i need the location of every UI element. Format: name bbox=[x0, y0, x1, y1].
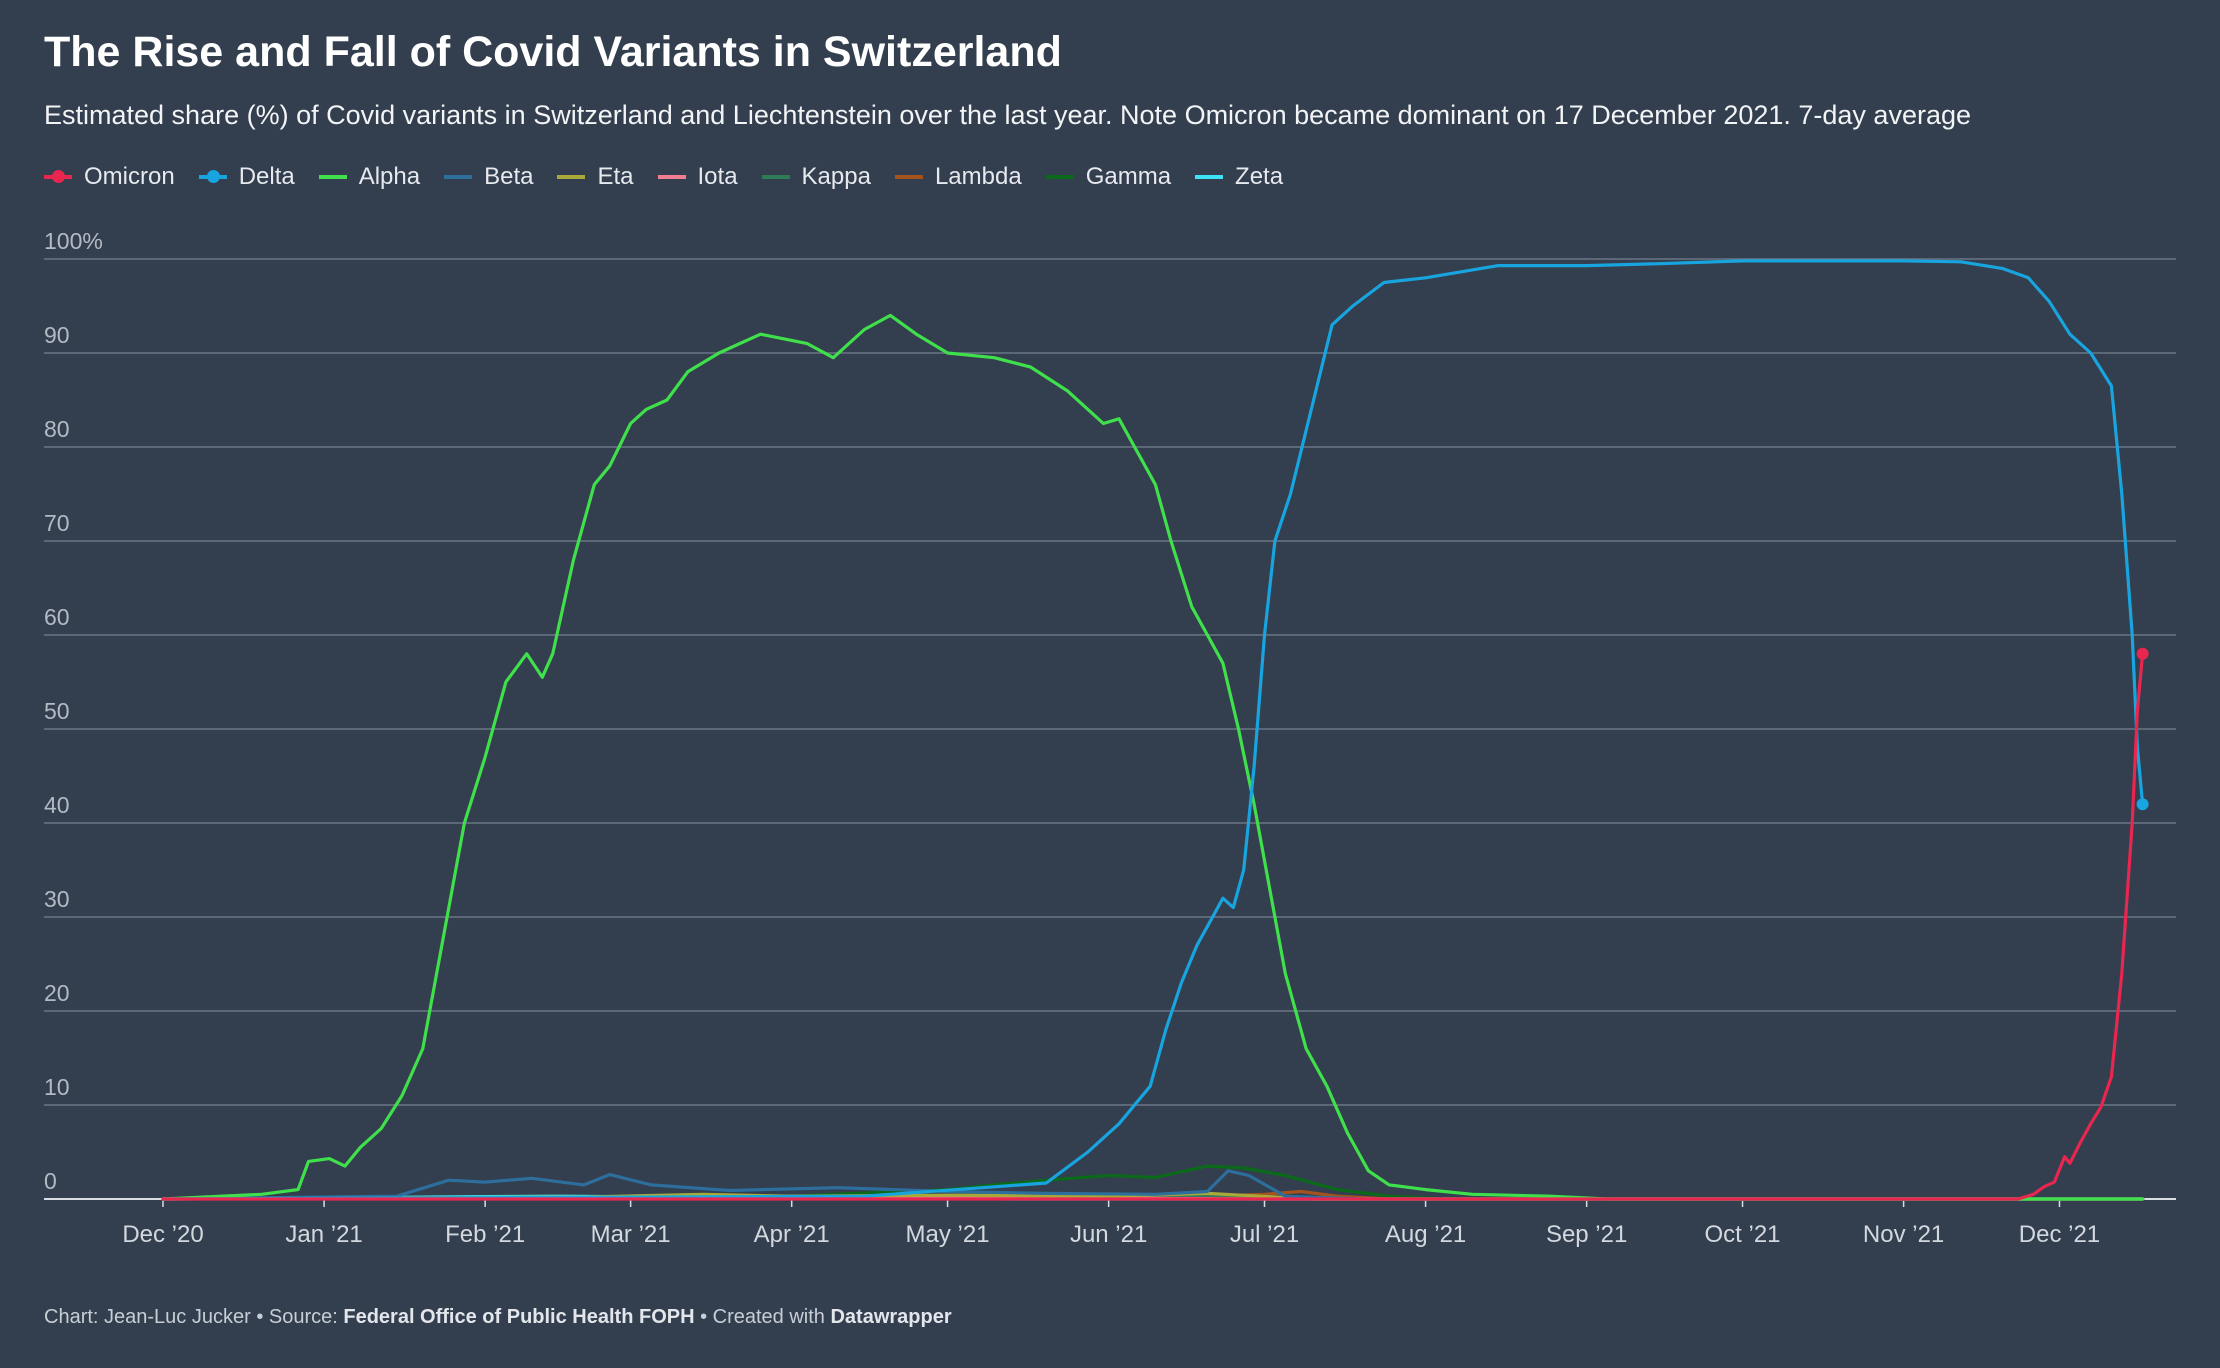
legend-swatch bbox=[198, 170, 227, 183]
legend-label: Iota bbox=[697, 163, 738, 190]
chart-title: The Rise and Fall of Covid Variants in S… bbox=[44, 28, 1062, 76]
x-tick-label: May ’21 bbox=[906, 1221, 990, 1248]
x-tick-label: Sep ’21 bbox=[1546, 1221, 1627, 1248]
end-markers bbox=[2136, 647, 2149, 811]
legend-swatch bbox=[444, 175, 473, 179]
legend-item-zeta: Zeta bbox=[1195, 163, 1283, 191]
line-chart: 0 10 20 30 40 50 60 70 80 90 100% Dec ’20 Jan ’21 Fe… bbox=[44, 228, 2176, 1248]
series-line-beta bbox=[161, 1169, 2145, 1201]
legend-item-delta: Delta bbox=[198, 163, 295, 191]
y-tick-label: 20 bbox=[44, 980, 70, 1006]
x-tick-label: Dec ’20 bbox=[122, 1221, 203, 1248]
legend-label: Omicron bbox=[84, 163, 175, 190]
y-tick-label: 10 bbox=[44, 1074, 70, 1100]
footer-source: Federal Office of Public Health FOPH bbox=[343, 1306, 695, 1328]
legend-item-eta: Eta bbox=[557, 163, 634, 191]
x-tick-label: Jul ’21 bbox=[1230, 1221, 1299, 1248]
legend-swatch bbox=[1195, 175, 1224, 179]
footer-tool: Datawrapper bbox=[830, 1306, 952, 1328]
x-tick-label: Apr ’21 bbox=[754, 1221, 830, 1248]
legend-swatch bbox=[657, 175, 686, 179]
legend-item-alpha: Alpha bbox=[318, 163, 421, 191]
end-marker-omicron bbox=[2136, 647, 2149, 660]
legend-item-beta: Beta bbox=[444, 163, 533, 191]
legend-dot bbox=[206, 170, 220, 183]
y-tick-label: 70 bbox=[44, 510, 70, 536]
x-tick-label: Jun ’21 bbox=[1070, 1221, 1147, 1248]
grid-lines bbox=[44, 258, 2176, 1200]
legend-item-omicron: Omicron bbox=[44, 163, 175, 191]
y-tick-label: 40 bbox=[44, 792, 70, 818]
series-line-omicron bbox=[161, 652, 2145, 1201]
legend-label: Kappa bbox=[801, 163, 871, 190]
legend-swatch bbox=[1045, 175, 1074, 179]
y-axis-tick-labels: 0 10 20 30 40 50 60 70 80 90 100% bbox=[44, 228, 103, 1194]
legend-label: Eta bbox=[597, 163, 634, 190]
footer-created: • Created with bbox=[694, 1306, 831, 1328]
legend-swatch bbox=[761, 175, 790, 179]
y-tick-label: 0 bbox=[44, 1168, 57, 1194]
y-tick-label: 90 bbox=[44, 322, 70, 348]
legend-item-kappa: Kappa bbox=[761, 163, 871, 191]
legend-swatch bbox=[557, 175, 586, 179]
legend-item-iota: Iota bbox=[657, 163, 738, 191]
legend-swatch bbox=[318, 175, 347, 179]
y-tick-label: 30 bbox=[44, 886, 70, 912]
x-tick-label: Nov ’21 bbox=[1863, 1221, 1944, 1248]
series-line-alpha bbox=[161, 313, 2145, 1201]
legend-label: Alpha bbox=[358, 163, 421, 190]
y-tick-label: 50 bbox=[44, 698, 70, 724]
legend-label: Gamma bbox=[1085, 163, 1172, 190]
x-axis-tick-labels: Dec ’20 Jan ’21 Feb ’21 Mar ’21 Apr ’21 May ’… bbox=[122, 1199, 2100, 1248]
x-tick-label: Feb ’21 bbox=[445, 1221, 525, 1248]
x-tick-label: Jan ’21 bbox=[285, 1221, 362, 1248]
x-tick-label: Aug ’21 bbox=[1385, 1221, 1466, 1248]
x-tick-label: Mar ’21 bbox=[591, 1221, 671, 1248]
series-lines bbox=[161, 259, 2145, 1201]
y-tick-label: 100% bbox=[44, 228, 103, 254]
chart-footer: Chart: Jean-Luc Jucker • Source: Federal… bbox=[44, 1306, 952, 1329]
legend-label: Delta bbox=[238, 163, 295, 190]
y-tick-label: 60 bbox=[44, 604, 70, 630]
legend-item-lambda: Lambda bbox=[894, 163, 1022, 191]
legend-item-gamma: Gamma bbox=[1045, 163, 1172, 191]
legend-label: Zeta bbox=[1235, 163, 1284, 190]
legend-label: Beta bbox=[484, 163, 534, 190]
footer-credit: Chart: Jean-Luc Jucker • Source: bbox=[44, 1306, 344, 1328]
y-tick-label: 80 bbox=[44, 416, 70, 442]
legend-dot bbox=[52, 170, 65, 183]
legend-swatch bbox=[44, 170, 72, 183]
legend-swatch bbox=[894, 175, 923, 179]
legend-label: Lambda bbox=[934, 163, 1022, 190]
chart-subtitle: Estimated share (%) of Covid variants in… bbox=[44, 100, 1972, 130]
chart-legend: Omicron Delta Alpha Beta Eta Iota Kappa Lambda G… bbox=[44, 160, 1307, 194]
x-tick-label: Dec ’21 bbox=[2019, 1221, 2100, 1248]
series-line-delta bbox=[161, 259, 2145, 1201]
x-tick-label: Oct ’21 bbox=[1705, 1221, 1781, 1248]
end-marker-delta bbox=[2136, 798, 2149, 811]
